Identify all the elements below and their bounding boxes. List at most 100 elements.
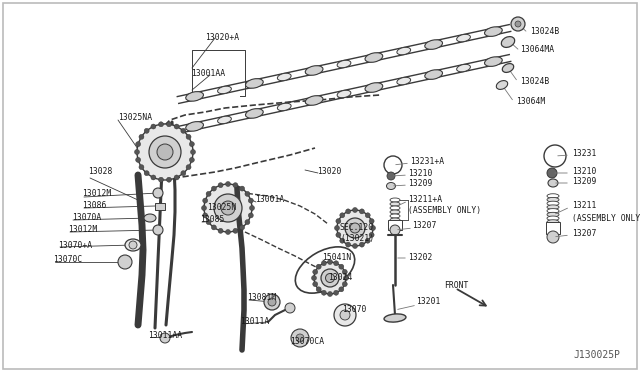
- Circle shape: [159, 122, 163, 127]
- Circle shape: [218, 228, 223, 233]
- Circle shape: [136, 157, 141, 163]
- Circle shape: [390, 225, 400, 235]
- Circle shape: [166, 122, 172, 127]
- Bar: [155, 203, 165, 210]
- Ellipse shape: [246, 78, 263, 88]
- Circle shape: [214, 194, 242, 222]
- Circle shape: [248, 213, 253, 218]
- Text: 13211+A: 13211+A: [408, 196, 442, 205]
- Text: 13025N: 13025N: [207, 203, 236, 212]
- Circle shape: [387, 172, 395, 180]
- Circle shape: [239, 186, 244, 191]
- Text: 13064M: 13064M: [516, 97, 545, 106]
- Text: SEC.120: SEC.120: [340, 224, 374, 232]
- Circle shape: [511, 17, 525, 31]
- Text: 13210: 13210: [408, 170, 433, 179]
- Ellipse shape: [425, 40, 442, 49]
- Text: 13207: 13207: [572, 230, 596, 238]
- Circle shape: [186, 134, 191, 140]
- Circle shape: [225, 182, 230, 186]
- Circle shape: [350, 223, 360, 233]
- Ellipse shape: [384, 314, 406, 322]
- Circle shape: [204, 184, 252, 232]
- Circle shape: [296, 334, 304, 342]
- Text: 13201: 13201: [416, 298, 440, 307]
- Circle shape: [202, 205, 207, 211]
- Circle shape: [353, 208, 358, 212]
- Bar: [388, 220, 402, 230]
- Circle shape: [245, 191, 250, 196]
- Text: 13025NA: 13025NA: [118, 113, 152, 122]
- Circle shape: [340, 238, 345, 243]
- Circle shape: [547, 168, 557, 178]
- Circle shape: [365, 213, 370, 218]
- Ellipse shape: [246, 109, 263, 118]
- Circle shape: [328, 260, 333, 264]
- Circle shape: [345, 218, 365, 238]
- Ellipse shape: [548, 179, 558, 187]
- Text: 13209: 13209: [408, 180, 433, 189]
- Ellipse shape: [337, 90, 351, 98]
- Ellipse shape: [125, 239, 141, 251]
- Circle shape: [326, 273, 335, 282]
- Ellipse shape: [390, 198, 400, 202]
- Circle shape: [153, 225, 163, 235]
- Circle shape: [335, 225, 339, 231]
- Ellipse shape: [387, 183, 396, 189]
- Circle shape: [248, 198, 253, 203]
- Circle shape: [157, 144, 173, 160]
- Text: 13070+A: 13070+A: [58, 241, 92, 250]
- Circle shape: [336, 232, 341, 237]
- Circle shape: [340, 310, 350, 320]
- Text: 13012M: 13012M: [82, 189, 111, 199]
- Circle shape: [314, 262, 346, 294]
- Circle shape: [264, 294, 280, 310]
- Circle shape: [369, 219, 374, 224]
- Text: 13001AA: 13001AA: [191, 70, 225, 78]
- Text: 13028: 13028: [88, 167, 113, 176]
- Circle shape: [339, 264, 344, 269]
- Text: FRONT: FRONT: [444, 282, 468, 291]
- Text: (ASSEMBLY ONLY): (ASSEMBLY ONLY): [408, 205, 481, 215]
- Ellipse shape: [547, 198, 559, 202]
- Ellipse shape: [547, 201, 559, 206]
- Circle shape: [203, 213, 207, 218]
- Circle shape: [181, 128, 186, 133]
- Text: 13001A: 13001A: [255, 196, 284, 205]
- Ellipse shape: [484, 27, 502, 36]
- Circle shape: [334, 304, 356, 326]
- Circle shape: [369, 232, 374, 237]
- Circle shape: [316, 264, 321, 269]
- Text: 13070CA: 13070CA: [290, 337, 324, 346]
- Circle shape: [233, 228, 238, 233]
- Circle shape: [346, 242, 351, 247]
- Circle shape: [189, 142, 195, 147]
- Circle shape: [136, 142, 141, 147]
- Circle shape: [203, 198, 207, 203]
- Ellipse shape: [186, 122, 204, 131]
- Circle shape: [181, 171, 186, 176]
- Circle shape: [339, 287, 344, 292]
- Ellipse shape: [365, 83, 383, 92]
- Circle shape: [153, 188, 163, 198]
- Circle shape: [313, 269, 317, 275]
- Text: 13064MA: 13064MA: [520, 45, 554, 55]
- Circle shape: [547, 231, 559, 243]
- Circle shape: [360, 209, 364, 214]
- Text: 13209: 13209: [572, 177, 596, 186]
- Circle shape: [129, 241, 137, 249]
- Ellipse shape: [218, 116, 232, 124]
- Ellipse shape: [365, 53, 383, 62]
- Text: 13020+A: 13020+A: [205, 33, 239, 42]
- Circle shape: [340, 213, 345, 218]
- Circle shape: [285, 303, 295, 313]
- Text: 13081M: 13081M: [247, 294, 276, 302]
- Circle shape: [321, 261, 326, 266]
- Text: 13011A: 13011A: [240, 317, 269, 327]
- Text: 13210: 13210: [572, 167, 596, 176]
- Ellipse shape: [186, 92, 204, 101]
- Circle shape: [544, 145, 566, 167]
- Text: 13086: 13086: [82, 202, 106, 211]
- Circle shape: [139, 165, 144, 170]
- Ellipse shape: [456, 34, 470, 42]
